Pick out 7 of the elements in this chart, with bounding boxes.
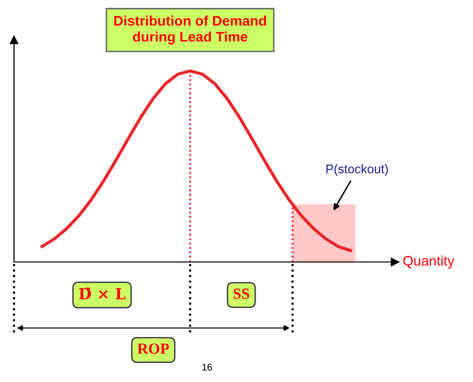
x-axis-title: Quantity — [403, 256, 454, 268]
text: 16 — [202, 364, 212, 371]
text: SS — [234, 288, 250, 299]
text: D̄ × L — [79, 288, 126, 300]
annotation: P(stockout) — [326, 164, 388, 176]
text: ROP — [137, 344, 169, 354]
chart-title: Distribution of Demand during Lead Time — [114, 16, 266, 44]
